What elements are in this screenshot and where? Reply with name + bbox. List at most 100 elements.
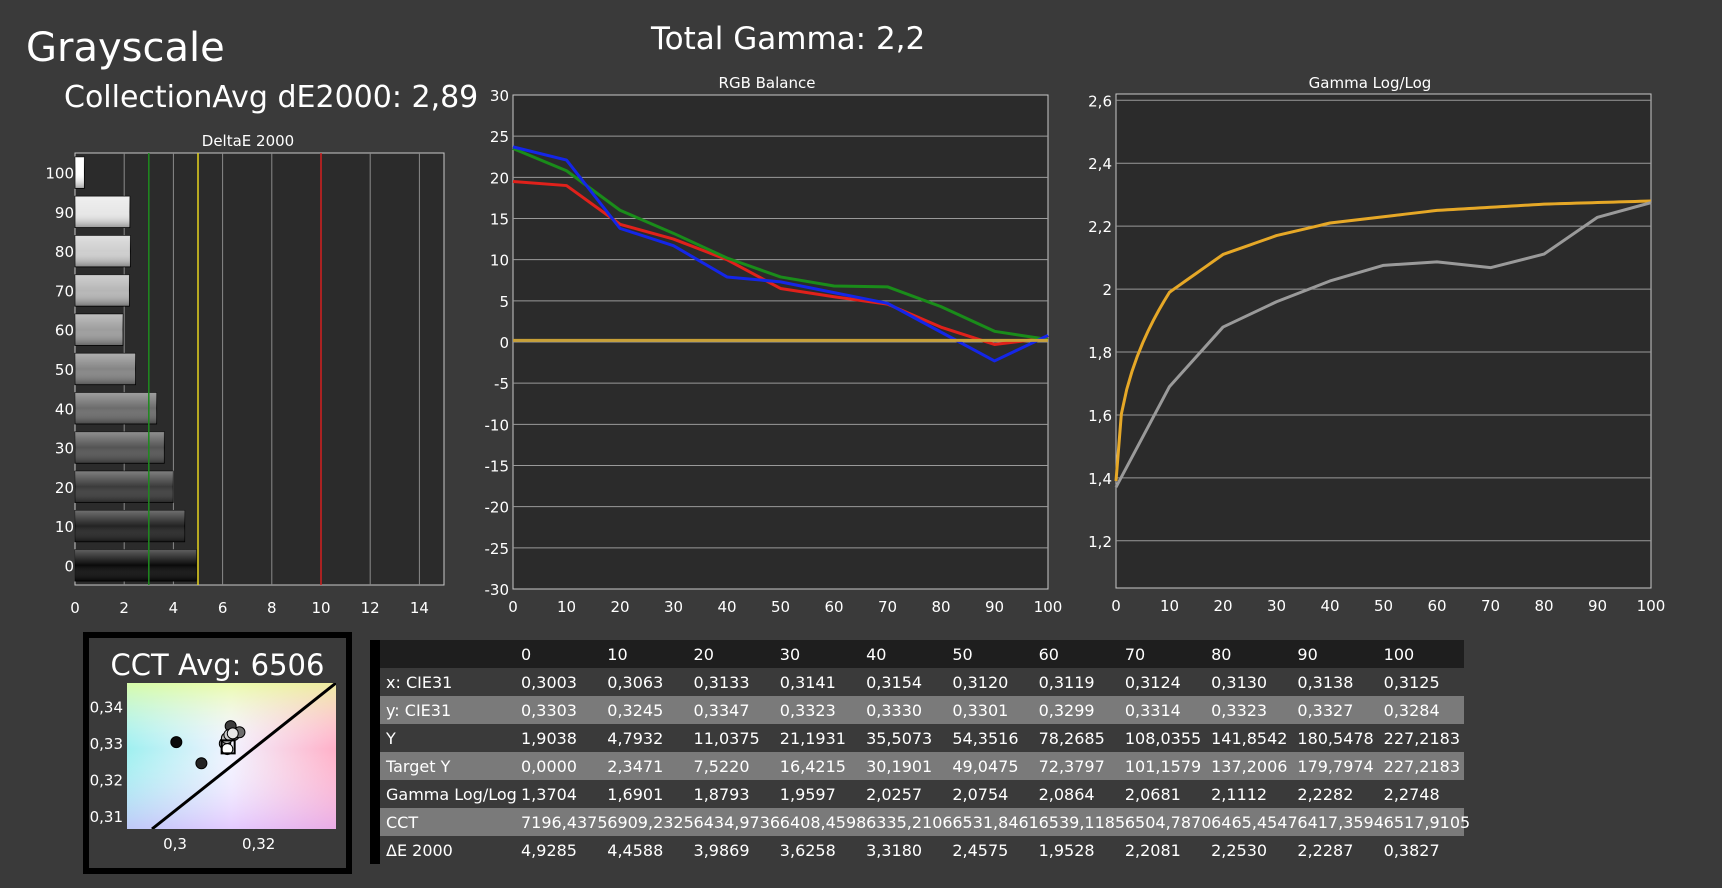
- deltae-x-tick-label: 8: [267, 599, 277, 617]
- gamma-y-tick-label: 2: [1102, 281, 1112, 299]
- deltae-bar-shade: [75, 156, 85, 189]
- deltae-x-tick-label: 10: [311, 599, 330, 617]
- measurement-table: 0 10 20 30 40 50 60 70 80 90 100 x: CIE31 0,3003 0,30…: [370, 640, 1470, 864]
- rgb-y-tick-label: 25: [490, 128, 509, 146]
- table-cell: 108,0355: [1118, 724, 1206, 752]
- deltae-chart-title: DeltaE 2000: [202, 132, 294, 150]
- deltae-bar-shade: [75, 353, 136, 385]
- deltae-bar-shade: [75, 431, 165, 464]
- gamma-y-tick-label: 2,4: [1088, 155, 1112, 173]
- rgb-series-line: [512, 179, 1049, 346]
- table-cell: 0,3063: [601, 668, 688, 696]
- table-cell: 7,5220: [687, 752, 774, 780]
- cct-avg-title: CCT Avg: 6506: [110, 648, 325, 682]
- table-cell: 2,2748: [1377, 780, 1464, 808]
- table-cell: 1,6901: [601, 780, 688, 808]
- row-marker: [370, 668, 380, 696]
- rgb-balance-chart: RGB Balance 302520151050-5-10-15-20-25-3…: [485, 74, 1063, 616]
- gamma-y-tick-label: 1,6: [1088, 407, 1112, 425]
- gamma-chart: Gamma Log/Log 2,6 2,4 2,2 2 1,8 1,6 1,4 1,2 0 10…: [1088, 74, 1665, 615]
- table-cell: 180,5478: [1291, 724, 1378, 752]
- deltae-bar-shade: [75, 510, 185, 542]
- table-cell: 6539,1185: [1032, 808, 1125, 836]
- table-cell: 2,1112: [1205, 780, 1292, 808]
- gamma-x-tick-label: 20: [1213, 597, 1232, 615]
- row-marker: [370, 696, 380, 724]
- deltae-y-tick-label: 30: [55, 440, 74, 458]
- cct-panel: CCT Avg: 6506: [83, 632, 352, 874]
- rgb-y-tick-label: -15: [485, 458, 510, 476]
- page-title: Grayscale: [26, 25, 225, 71]
- rgb-x-tick-label: 60: [824, 598, 843, 616]
- gamma-x-tick-label: 0: [1111, 597, 1121, 615]
- table-cell: 2,2081: [1118, 836, 1206, 864]
- column-header: 60: [1032, 640, 1119, 668]
- row-label: x: CIE31: [380, 668, 515, 696]
- table-cell: 72,3797: [1032, 752, 1119, 780]
- table-cell: 6408,4598: [773, 808, 866, 836]
- rgb-y-tick-label: -5: [494, 375, 509, 393]
- table-cell: 35,5073: [860, 724, 947, 752]
- table-cell: 0,3347: [687, 696, 774, 724]
- rgb-x-tick-label: 20: [610, 598, 629, 616]
- deltae-y-tick-label: 20: [55, 479, 74, 497]
- table-cell: 6531,8461: [946, 808, 1039, 836]
- table-row: y: CIE31 0,3303 0,3245 0,3347 0,3323 0,3330 0,…: [370, 696, 1464, 724]
- rgb-series-line: [512, 147, 1049, 342]
- deltae-bar-shade: [75, 471, 174, 503]
- deltae-y-tick-label: 80: [55, 243, 74, 261]
- deltae-x-tick-label: 14: [410, 599, 429, 617]
- deltae-y-tick-label: 90: [55, 204, 74, 222]
- table-cell: 30,1901: [860, 752, 947, 780]
- deltae-bar-shade: [75, 392, 157, 424]
- row-label: ΔE 2000: [380, 836, 515, 864]
- column-header: 0: [515, 640, 602, 668]
- table-cell: 101,1579: [1118, 752, 1206, 780]
- gamma-x-tick-label: 50: [1374, 597, 1393, 615]
- deltae-x-tick-label: 4: [169, 599, 179, 617]
- table-cell: 21,1931: [773, 724, 861, 752]
- table-cell: 7196,4375: [515, 808, 608, 836]
- table-cell: 0,3327: [1291, 696, 1378, 724]
- deltae-chart: DeltaE 2000 0 10 20 30 40 50 60 70 80 90 100 0 2 4 6 8…: [45, 132, 445, 617]
- table-cell: 6417,3594: [1291, 808, 1384, 836]
- gamma-x-tick-label: 10: [1160, 597, 1179, 615]
- column-header: 10: [601, 640, 688, 668]
- table-row: Y 1,9038 4,7932 11,0375 21,1931 35,5073 54,351…: [370, 724, 1464, 752]
- table-cell: 0,3125: [1377, 668, 1464, 696]
- rgb-y-tick-label: -20: [485, 499, 510, 517]
- gamma-y-tick-label: 1,8: [1088, 344, 1112, 362]
- rgb-y-tick-label: -30: [485, 581, 510, 599]
- deltae-y-tick-label: 100: [45, 165, 74, 183]
- rgb-y-tick-label: 0: [499, 334, 509, 352]
- rgb-x-tick-label: 0: [508, 598, 518, 616]
- table-cell: 0,3120: [946, 668, 1033, 696]
- deltae-y-tick-label: 50: [55, 361, 74, 379]
- table-cell: 6335,2106: [860, 808, 953, 836]
- table-cell: 2,0864: [1032, 780, 1119, 808]
- table-cell: 227,2183: [1377, 752, 1464, 780]
- deltae-bar-shade: [75, 235, 131, 267]
- column-header: 50: [946, 640, 1033, 668]
- gamma-x-tick-label: 40: [1320, 597, 1339, 615]
- table-cell: 1,3704: [515, 780, 602, 808]
- table-row: CCT 7196,4375 6909,2325 6434,9736 6408,4598 6…: [370, 808, 1470, 836]
- table-cell: 137,2006: [1205, 752, 1292, 780]
- table-cell: 0,3154: [860, 668, 947, 696]
- deltae-bar-shade: [75, 196, 130, 228]
- table-cell: 0,3133: [687, 668, 774, 696]
- table-cell: 0,3330: [860, 696, 947, 724]
- table-cell: 179,7974: [1291, 752, 1378, 780]
- gamma-y-tick-label: 1,2: [1088, 533, 1112, 551]
- table-cell: 4,7932: [601, 724, 688, 752]
- table-cell: 0,3303: [515, 696, 602, 724]
- rgb-x-tick-label: 10: [557, 598, 576, 616]
- table-cell: 6517,9105: [1377, 808, 1470, 836]
- table-cell: 0,0000: [515, 752, 602, 780]
- table-cell: 227,2183: [1377, 724, 1464, 752]
- column-header: 80: [1205, 640, 1292, 668]
- table-cell: 49,0475: [946, 752, 1033, 780]
- deltae-y-tick-label: 40: [55, 400, 74, 418]
- gamma-x-tick-label: 100: [1637, 597, 1666, 615]
